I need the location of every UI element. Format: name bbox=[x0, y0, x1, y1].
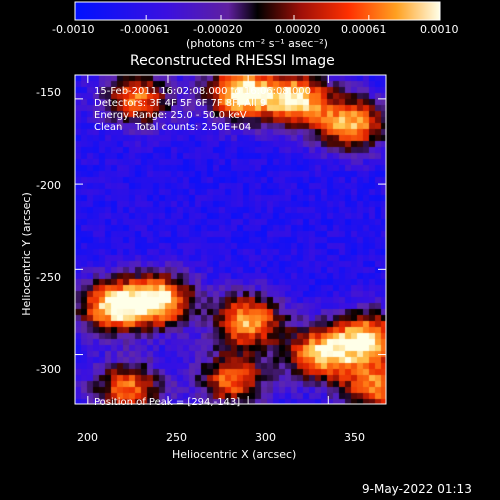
y-tick-label: -150 bbox=[36, 86, 61, 99]
y-tick-label: -250 bbox=[36, 271, 61, 284]
peak-position-label: Position of Peak = [294,-143] bbox=[94, 397, 241, 408]
colorbar-tick-label: -0.00020 bbox=[193, 23, 243, 36]
colorbar-tick-label: 0.0010 bbox=[420, 23, 459, 36]
colorbar-gradient bbox=[74, 1, 441, 21]
annotation-detectors: Detectors: 3F 4F 5F 6F 7F 8F, All 9 bbox=[94, 98, 267, 109]
x-tick-label: 200 bbox=[77, 431, 98, 444]
y-ticks bbox=[75, 98, 386, 356]
y-tick-label: -300 bbox=[36, 363, 61, 376]
colorbar bbox=[74, 1, 441, 21]
x-tick-label: 350 bbox=[344, 431, 365, 444]
colorbar-ticks bbox=[74, 15, 441, 20]
colorbar-tick-label: 0.00061 bbox=[341, 23, 387, 36]
chart-title: Reconstructed RHESSI Image bbox=[130, 53, 335, 69]
colorbar-tick-label: -0.0010 bbox=[52, 23, 95, 36]
x-ticks bbox=[87, 75, 329, 404]
y-axis-label: Heliocentric Y (arcsec) bbox=[20, 192, 33, 316]
annotation-energy-range: Energy Range: 25.0 - 50.0 keV bbox=[94, 110, 247, 121]
x-axis-label: Heliocentric X (arcsec) bbox=[172, 448, 297, 461]
colorbar-unit-label: (photons cm⁻² s⁻¹ asec⁻²) bbox=[186, 37, 328, 50]
plot-frame bbox=[74, 74, 387, 405]
x-tick-label: 250 bbox=[166, 431, 187, 444]
y-tick-label: -200 bbox=[36, 179, 61, 192]
annotation-clean-counts: Clean Total counts: 2.50E+04 bbox=[94, 122, 252, 133]
colorbar-tick-label: 0.00020 bbox=[275, 23, 321, 36]
footer-timestamp: 9-May-2022 01:13 bbox=[362, 482, 472, 496]
colorbar-tick-label: -0.00061 bbox=[120, 23, 170, 36]
heatmap-image bbox=[75, 75, 386, 404]
annotation-time-range: 15-Feb-2011 16:02:08.000 to 16:06:08.000 bbox=[94, 86, 312, 97]
x-tick-label: 300 bbox=[255, 431, 276, 444]
